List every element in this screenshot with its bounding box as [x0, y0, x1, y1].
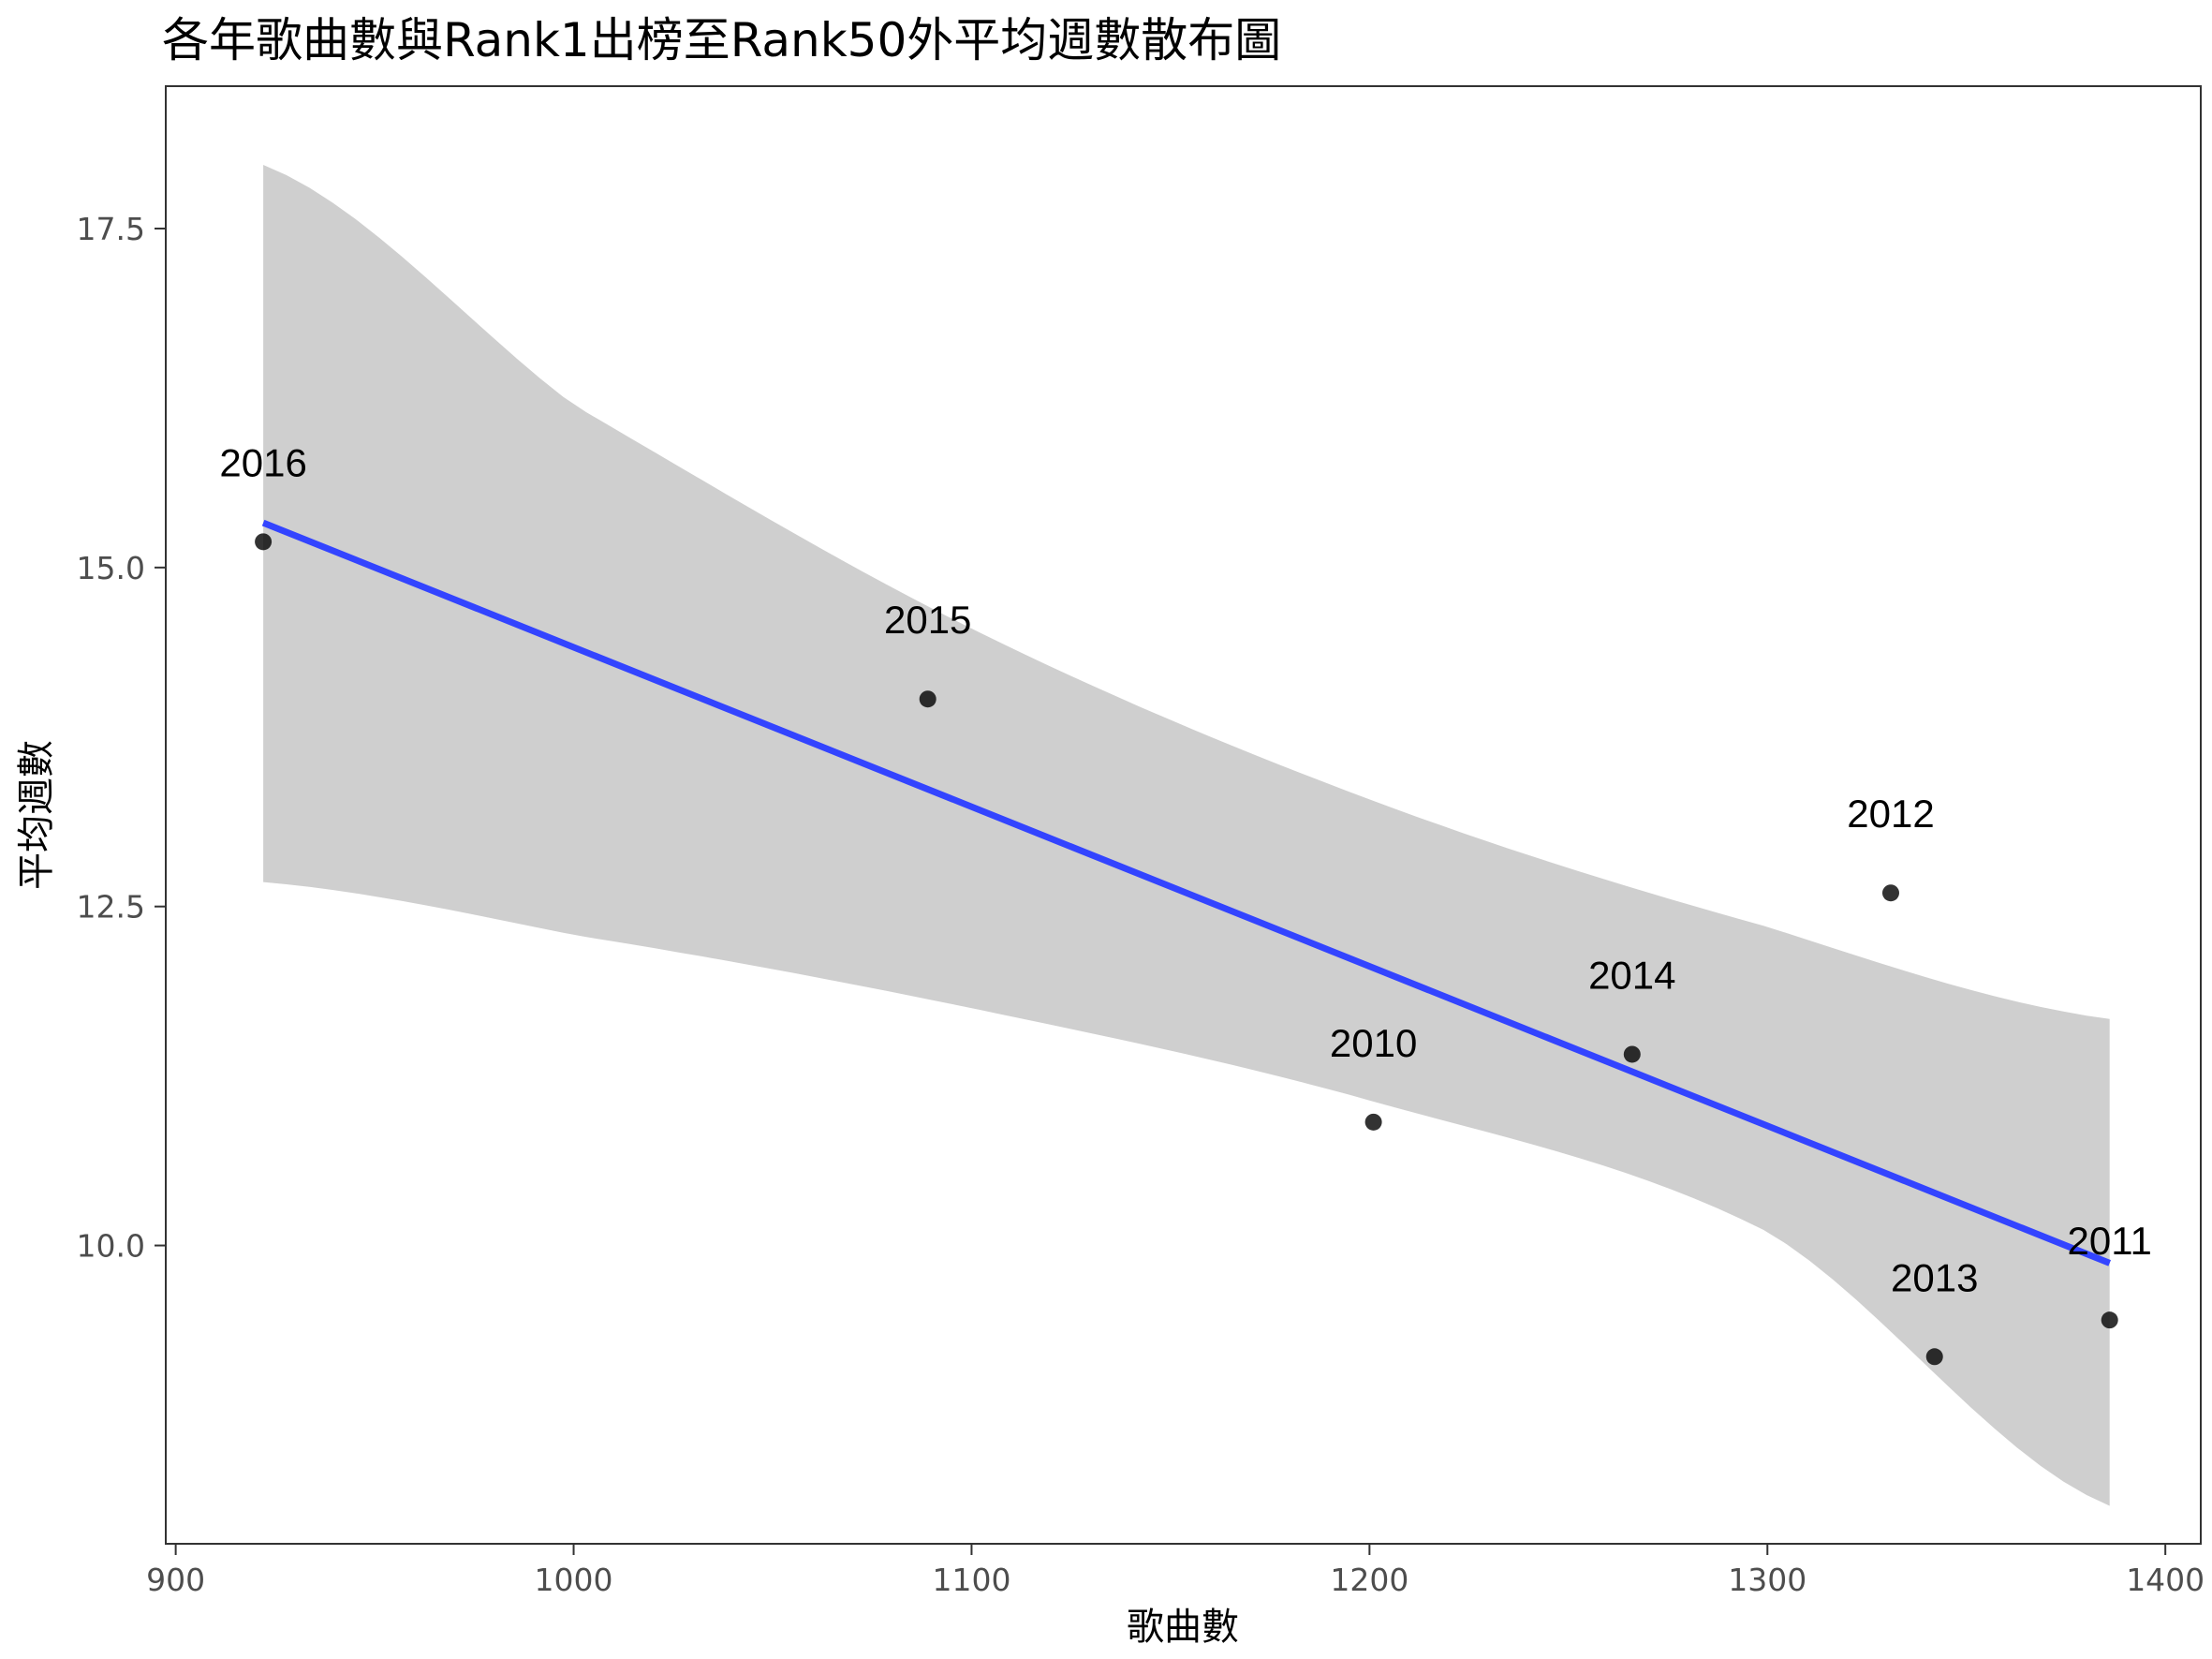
- y-axis-title: 平均週數: [15, 740, 58, 890]
- x-tick-label-1400: 1400: [2126, 1562, 2205, 1598]
- x-axis-title: 歌曲數: [1127, 1606, 1239, 1649]
- x-tick-label-1000: 1000: [535, 1562, 613, 1598]
- point-label-2012: 2012: [1847, 792, 1934, 836]
- data-point-2011: [2101, 1311, 2118, 1328]
- point-label-2011: 2011: [2068, 1219, 2152, 1263]
- y-tick-label-10: 10.0: [77, 1228, 145, 1265]
- x-tick-label-1100: 1100: [932, 1562, 1010, 1598]
- y-axis: 10.0 12.5 15.0 17.5: [77, 211, 166, 1265]
- chart-title: 各年歌曲數與Rank1出榜至Rank50外平均週數散布圖: [162, 13, 1281, 67]
- x-tick-label-900: 900: [146, 1562, 205, 1598]
- data-point-2014: [1624, 1045, 1641, 1062]
- point-label-2016: 2016: [219, 440, 306, 484]
- point-label-2010: 2010: [1330, 1021, 1417, 1065]
- y-tick-label-12.5: 12.5: [77, 889, 145, 926]
- data-point-2015: [920, 690, 936, 707]
- data-point-2012: [1882, 884, 1899, 901]
- point-label-2014: 2014: [1588, 953, 1675, 997]
- data-point-2016: [255, 533, 272, 550]
- y-tick-label-15: 15.0: [77, 550, 145, 586]
- data-point-2013: [1926, 1348, 1943, 1365]
- y-tick-label-17.5: 17.5: [77, 211, 145, 247]
- point-label-2015: 2015: [884, 598, 971, 642]
- x-tick-label-1200: 1200: [1330, 1562, 1408, 1598]
- point-label-2013: 2013: [1891, 1255, 1978, 1299]
- x-tick-label-1300: 1300: [1728, 1562, 1806, 1598]
- x-axis: 900 1000 1100 1200 1300 1400: [146, 1544, 2205, 1598]
- data-point-2010: [1365, 1114, 1382, 1131]
